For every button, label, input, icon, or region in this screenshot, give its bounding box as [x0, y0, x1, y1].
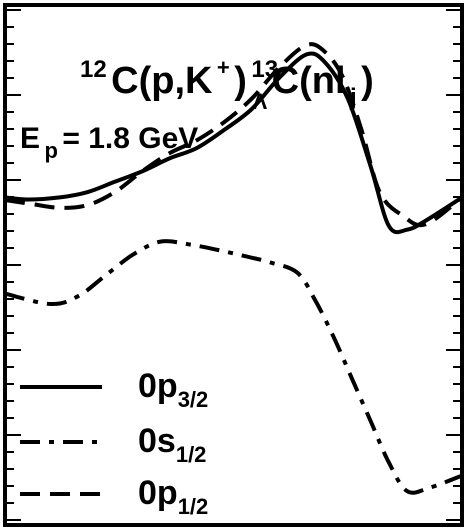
- series-line-0s1-2: [4, 239, 463, 495]
- legend-label: 0p1/2: [138, 474, 208, 519]
- title-mass-13: 13: [251, 56, 278, 83]
- energy-subscript: p: [44, 138, 57, 163]
- data-curves: [4, 42, 464, 495]
- chart-title: 12 C(p,K + ) 13 Λ C(nl j ): [80, 55, 374, 114]
- legend-label-sub: 3/2: [178, 387, 209, 412]
- legend-label-sub: 1/2: [176, 442, 207, 467]
- title-j-subscript: j: [349, 84, 357, 111]
- series-line-0p1-2: [4, 42, 464, 228]
- legend-label: 0p3/2: [138, 367, 208, 412]
- legend-label-main: 0p: [138, 474, 178, 512]
- beam-energy-label: E p = 1.8 GeV: [20, 122, 198, 163]
- legend-label: 0s1/2: [138, 422, 206, 467]
- axis-ticks: [5, 9, 462, 521]
- energy-value: = 1.8 GeV: [62, 122, 198, 155]
- title-mass-12: 12: [80, 56, 107, 83]
- energy-symbol: E: [20, 122, 40, 155]
- series-line-0p3-2: [4, 51, 464, 235]
- title-lambda: Λ: [253, 89, 268, 114]
- legend-label-main: 0p: [138, 367, 178, 405]
- legend-label-sub: 1/2: [178, 494, 209, 519]
- title-hypernucleus: C(nl: [272, 60, 346, 102]
- legend-label-main: 0s: [138, 422, 176, 460]
- title-close-paren-2: ): [361, 60, 374, 102]
- title-close-paren: ): [234, 60, 247, 102]
- title-kaon-charge: +: [217, 55, 230, 80]
- title-reaction: C(p,K: [111, 60, 213, 102]
